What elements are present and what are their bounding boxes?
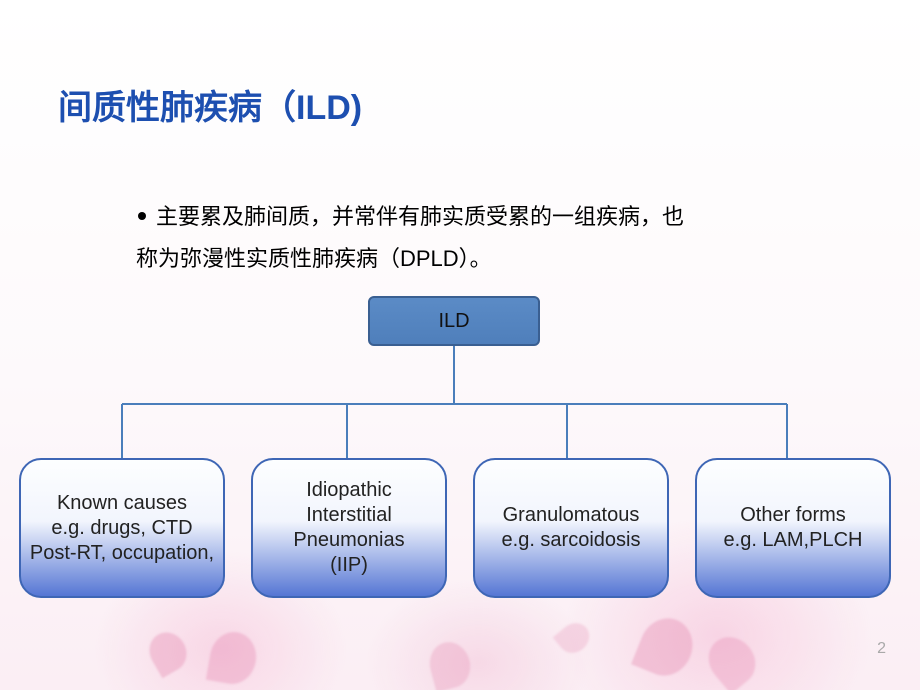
diagram-child-label: Granulomatous e.g. sarcoidosis bbox=[502, 503, 641, 553]
diagram-child-node: Known causes e.g. drugs, CTD Post-RT, oc… bbox=[19, 458, 225, 598]
diagram-child-node: Idiopathic Interstitial Pneumonias (IIP) bbox=[251, 458, 447, 598]
diagram-root-label: ILD bbox=[438, 310, 469, 333]
diagram-child-label: Idiopathic Interstitial Pneumonias (IIP) bbox=[293, 478, 404, 578]
diagram-child-node: Other forms e.g. LAM,PLCH bbox=[695, 458, 891, 598]
page-number: 2 bbox=[877, 640, 886, 658]
diagram-root-node: ILD bbox=[368, 296, 540, 346]
diagram-child-row: Known causes e.g. drugs, CTD Post-RT, oc… bbox=[0, 458, 920, 598]
diagram-child-node: Granulomatous e.g. sarcoidosis bbox=[473, 458, 669, 598]
diagram-child-label: Other forms e.g. LAM,PLCH bbox=[724, 503, 863, 553]
diagram-child-label: Known causes e.g. drugs, CTD Post-RT, oc… bbox=[30, 491, 214, 566]
